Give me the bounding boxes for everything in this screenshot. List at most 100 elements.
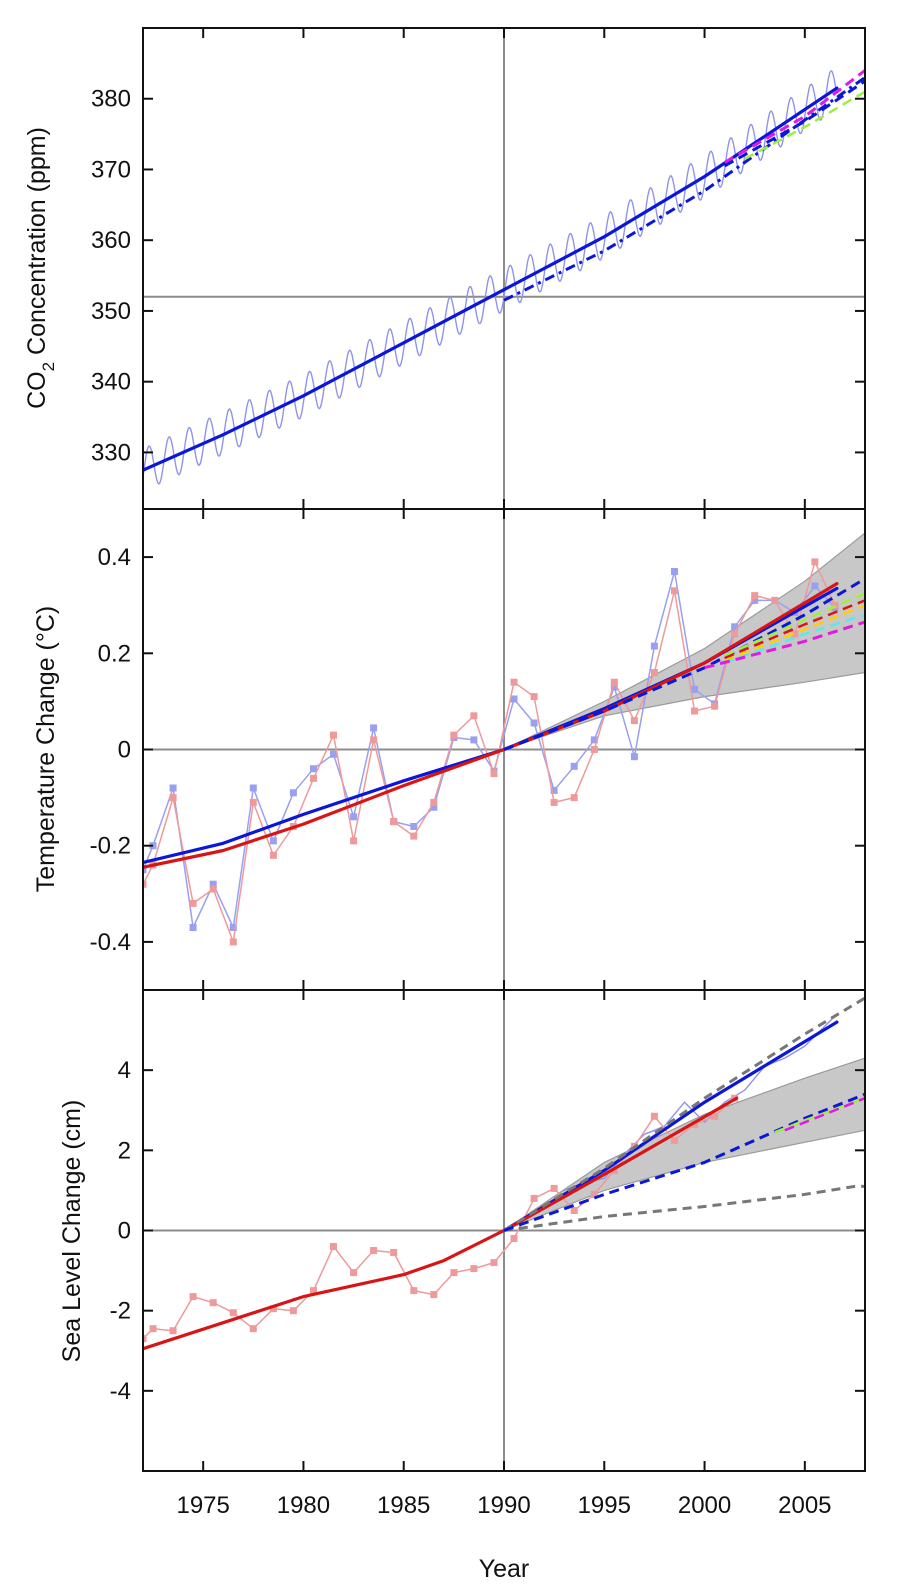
temperature-observed-annual-marker xyxy=(229,938,237,946)
sea-level-observed-trend-line-3 xyxy=(143,1096,739,1351)
co2-panel: 330 340 350 360 370 380 CO2 Concentration (pp… xyxy=(23,28,865,509)
sea-level-observed-tide-gauge-marker xyxy=(390,1249,398,1256)
temperature-observed-annual-marker xyxy=(530,693,538,701)
co2-projection-line-2 xyxy=(503,76,865,302)
sea-level-observed-tide-gauge-marker xyxy=(691,1120,698,1128)
temperature-observed-annual-marker xyxy=(330,731,337,739)
sea-level-observed-tide-gauge-marker xyxy=(450,1269,458,1277)
temperature-observed-annual-marker xyxy=(169,784,177,792)
temperature-observed-annual-marker xyxy=(610,683,618,691)
temperature-observed-annual-marker xyxy=(751,596,759,604)
temperature-y-tick-label: ‑0.2 xyxy=(90,833,131,860)
temperature-observed-annual-marker xyxy=(209,880,217,888)
co2-plot-area xyxy=(143,28,865,509)
sea-level-observed-tide-gauge-marker xyxy=(370,1247,378,1254)
temperature-observed-annual-marker xyxy=(169,794,177,802)
temperature-observed-annual-marker xyxy=(269,851,277,859)
x-tick-label: 2005 xyxy=(778,1492,831,1519)
sea-level-observed-tide-gauge-marker xyxy=(650,1112,658,1120)
temperature-observed-annual-marker xyxy=(470,712,478,720)
sea-level-observed-tide-gauge-marker xyxy=(671,1136,678,1144)
temperature-y-tick-label: 0.4 xyxy=(98,544,131,571)
temperature-y-tick-label: ‑0.4 xyxy=(90,929,131,956)
x-tick-label: 1990 xyxy=(477,1492,530,1519)
sea-level-y-tick-label: 2 xyxy=(118,1137,131,1164)
sea-level-observed-tide-gauge-marker xyxy=(143,1335,147,1343)
sea-level-y-axis-label: Sea Level Change (cm) xyxy=(58,1100,86,1363)
co2-y-tick-label: 380 xyxy=(91,86,131,113)
x-tick-labels: 1975 1980 1985 1990 1995 2000 2005 xyxy=(176,1492,831,1519)
sea-level-observed-trend-line-2 xyxy=(502,1020,839,1233)
temperature-observed-annual-marker xyxy=(209,885,217,893)
co2-observed-trend-line-1 xyxy=(143,86,839,472)
temperature-observed-annual-marker xyxy=(650,642,658,650)
temperature-observed-annual-marker xyxy=(143,880,147,888)
sea-level-observed-tide-gauge-marker xyxy=(470,1265,478,1273)
temperature-observed-annual-marker xyxy=(289,789,297,797)
x-tick-label: 1980 xyxy=(277,1492,330,1519)
temperature-observed-annual-marker xyxy=(189,924,197,931)
temperature-observed-annual-marker xyxy=(490,770,498,777)
x-tick-label: 1975 xyxy=(176,1492,229,1519)
temperature-y-tick-label: 0 xyxy=(118,737,131,764)
sea-level-observed-tide-gauge-marker xyxy=(550,1184,558,1192)
temperature-observed-annual-line-1 xyxy=(143,561,836,943)
temperature-observed-annual-marker xyxy=(671,587,678,595)
temperature-projection-line-7 xyxy=(724,604,865,662)
sea-level-observed-tide-gauge-marker xyxy=(289,1307,297,1315)
temperature-observed-annual-marker xyxy=(390,818,398,826)
frames xyxy=(142,27,866,1472)
temperature-observed-annual-marker xyxy=(711,702,719,710)
temperature-projection-line-8 xyxy=(724,613,865,665)
sea-level-panel: ‑4 ‑2 0 2 4 Sea Level Change (cm) xyxy=(58,990,865,1471)
co2-y-tick-label: 350 xyxy=(91,298,131,325)
temperature-observed-annual-marker xyxy=(570,762,578,770)
temperature-projection-line-6 xyxy=(724,599,865,660)
temperature-y-axis-label: Temperature Change (°C) xyxy=(32,606,60,893)
sea-level-plot-area xyxy=(143,990,865,1471)
temperature-observed-trend-line-3 xyxy=(143,582,839,869)
sea-level-observed-tide-gauge-marker xyxy=(711,1112,719,1120)
sea-level-observed-tide-gauge-marker xyxy=(410,1287,418,1295)
x-tick-label: 2000 xyxy=(678,1492,731,1519)
co2-y-tick-label: 370 xyxy=(91,156,131,183)
temperature-observed-annual-marker xyxy=(550,786,558,794)
sea-level-observed-tide-gauge-marker xyxy=(350,1269,358,1277)
co2-y-tick-label: 330 xyxy=(91,439,131,466)
temperature-observed-annual-marker xyxy=(590,746,598,753)
sea-level-observed-tide-gauge-marker xyxy=(269,1305,277,1313)
co2-projection-line-5 xyxy=(744,90,865,161)
temperature-observed-annual-marker xyxy=(510,695,518,703)
temperature-observed-annual-marker xyxy=(751,592,759,600)
temperature-observed-annual-marker xyxy=(470,736,478,744)
temperature-observed-annual-marker xyxy=(811,582,819,590)
temperature-observed-annual-marker xyxy=(310,774,317,782)
co2-y-axis-label: CO2 Concentration (ppm) xyxy=(23,127,58,409)
temperature-observed-annual-marker xyxy=(570,794,578,802)
temperature-observed-annual-marker xyxy=(229,924,237,931)
temperature-observed-annual-marker xyxy=(650,669,658,676)
sea-level-observed-tide-gauge-marker xyxy=(490,1259,498,1267)
temperature-observed-annual-marker xyxy=(731,630,739,638)
temperature-observed-annual-marker xyxy=(350,837,358,845)
temperature-observed-annual-marker xyxy=(510,678,518,686)
temperature-observed-annual-marker xyxy=(330,750,337,758)
sea-level-y-tick-label: ‑2 xyxy=(110,1298,131,1325)
temperature-observed-annual-marker xyxy=(791,630,799,638)
sea-level-observed-tide-gauge-marker xyxy=(430,1291,438,1299)
temperature-observed-annual-marker xyxy=(189,899,197,907)
temperature-observed-annual-marker xyxy=(430,803,438,811)
temperature-observed-annual-marker xyxy=(731,623,739,631)
temperature-observed-annual-marker xyxy=(269,837,277,845)
sea-level-observed-tide-gauge-marker xyxy=(570,1207,578,1214)
sea-level-projection-line-7 xyxy=(774,1097,865,1134)
co2-y-tick-labels: 330 340 350 360 370 380 xyxy=(91,86,131,467)
temperature-observed-annual-marker xyxy=(410,823,418,830)
sea-level-y-tick-labels: ‑4 ‑2 0 2 4 xyxy=(110,1057,131,1405)
sea-level-projection-line-4 xyxy=(503,996,865,1232)
temperature-observed-annual-marker xyxy=(691,685,698,693)
co2-ylabel-main: CO xyxy=(23,371,51,409)
temperature-observed-annual-marker xyxy=(310,765,317,773)
sea-level-y-tick-label: 4 xyxy=(118,1057,131,1084)
